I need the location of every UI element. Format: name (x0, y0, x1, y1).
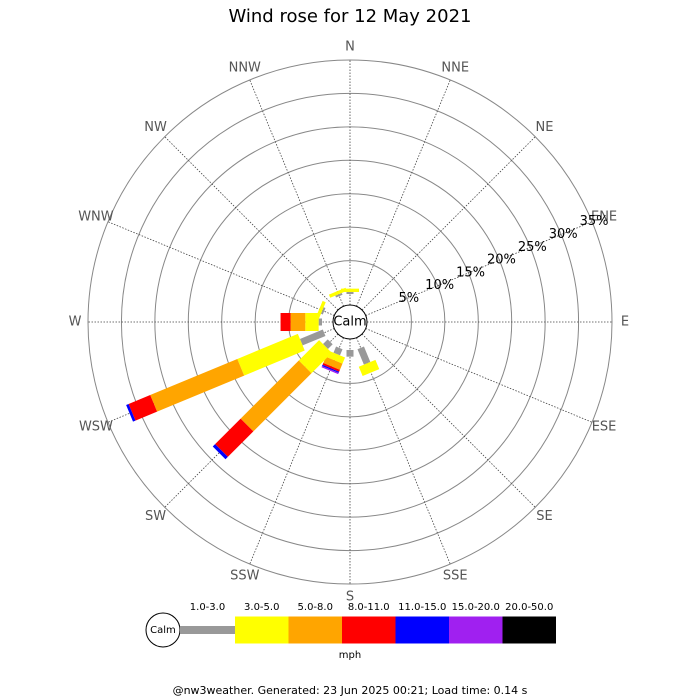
direction-label: E (621, 315, 629, 330)
direction-label: SSE (443, 569, 468, 584)
legend-swatch (235, 616, 289, 644)
spoke (356, 79, 451, 307)
legend-swatch (449, 616, 503, 644)
bar-segment (322, 364, 340, 373)
direction-label: NNW (229, 60, 261, 75)
bar-segment (315, 300, 326, 319)
spoke (107, 221, 335, 316)
direction-label: SSW (230, 569, 260, 584)
bar-segment (215, 418, 254, 457)
legend-label: 1.0-3.0 (190, 602, 225, 613)
bar-segment (335, 292, 343, 298)
direction-bars (315, 300, 326, 319)
legend-label: 11.0-15.0 (398, 602, 446, 613)
bar-segment (298, 340, 332, 374)
direction-bars (341, 288, 359, 294)
legend-swatch (288, 616, 342, 644)
bar-segment (280, 313, 291, 331)
legend-swatch (395, 616, 449, 644)
ring-label: 15% (456, 265, 485, 280)
ring (254, 226, 446, 418)
legend-swatch (342, 616, 396, 644)
direction-label: N (345, 40, 355, 55)
bar-segment (322, 339, 333, 350)
bar-segment (323, 356, 343, 370)
ring-label: 5% (398, 291, 419, 306)
direction-label: NE (535, 120, 553, 135)
direction-label: NW (144, 120, 167, 135)
bar-segment (341, 288, 359, 292)
unit-label: mph (339, 650, 361, 661)
legend-swatch (502, 616, 556, 644)
ring-label: 20% (487, 253, 516, 268)
bar-segment (318, 318, 322, 326)
calm-label: Calm (333, 315, 366, 330)
bar-segment (328, 287, 347, 298)
direction-bars (280, 313, 322, 331)
ring (120, 92, 580, 552)
calm-circle (332, 304, 368, 340)
direction-bars (357, 346, 380, 377)
bar-segment (322, 362, 340, 372)
spoke (249, 79, 344, 307)
bar-segment (212, 444, 228, 460)
bar-segment (321, 366, 339, 375)
spoke (356, 337, 451, 565)
bar-segment (305, 313, 319, 331)
spoke (361, 136, 536, 311)
bar-segment (358, 359, 380, 377)
legend-label: 3.0-5.0 (244, 602, 279, 613)
direction-label: WNW (78, 209, 114, 224)
direction-label: SW (145, 509, 166, 524)
bar-segment (240, 360, 312, 432)
direction-bars (126, 329, 326, 422)
direction-label: ESE (592, 420, 617, 435)
bar-segment (290, 313, 306, 331)
direction-label: SE (536, 509, 552, 524)
direction-label: WSW (79, 420, 113, 435)
legend-swatch (180, 626, 235, 634)
spoke (365, 221, 593, 316)
bar-segment (128, 395, 158, 421)
legend-label: 8.0-11.0 (348, 602, 390, 613)
bar-segment (299, 329, 326, 346)
direction-label: W (69, 315, 82, 330)
direction-bars (328, 287, 347, 298)
direction-bars (321, 346, 346, 375)
bar-segment (320, 307, 326, 315)
footer: @nw3weather. Generated: 23 Jun 2025 00:2… (173, 684, 528, 697)
spoke (164, 136, 339, 311)
legend-label: 20.0-50.0 (505, 602, 553, 613)
spoke (365, 328, 593, 423)
ring-label: 25% (518, 240, 547, 255)
spoke (361, 333, 536, 508)
direction-bars (346, 350, 354, 357)
ring-label: 10% (425, 278, 454, 293)
legend-label: 5.0-8.0 (298, 602, 333, 613)
ring (87, 59, 613, 585)
direction-label: NNE (441, 60, 469, 75)
legend-label: 15.0-20.0 (452, 602, 500, 613)
bar-segment (346, 291, 354, 294)
bar-segment (346, 350, 354, 357)
spoke (249, 337, 344, 565)
bar-segment (237, 333, 305, 376)
direction-bars (212, 339, 333, 460)
bar-segment (150, 358, 245, 412)
legend-calm-label: Calm (150, 625, 176, 636)
chart-title: Wind rose for 12 May 2021 (229, 6, 472, 27)
ring-label: 35% (580, 214, 609, 229)
spoke (164, 333, 339, 508)
bar-segment (126, 403, 136, 422)
direction-label: ENE (591, 209, 617, 224)
bar-segment (333, 346, 343, 356)
direction-label: S (346, 590, 354, 605)
ring-label: 30% (549, 227, 578, 242)
bar-segment (357, 346, 371, 365)
